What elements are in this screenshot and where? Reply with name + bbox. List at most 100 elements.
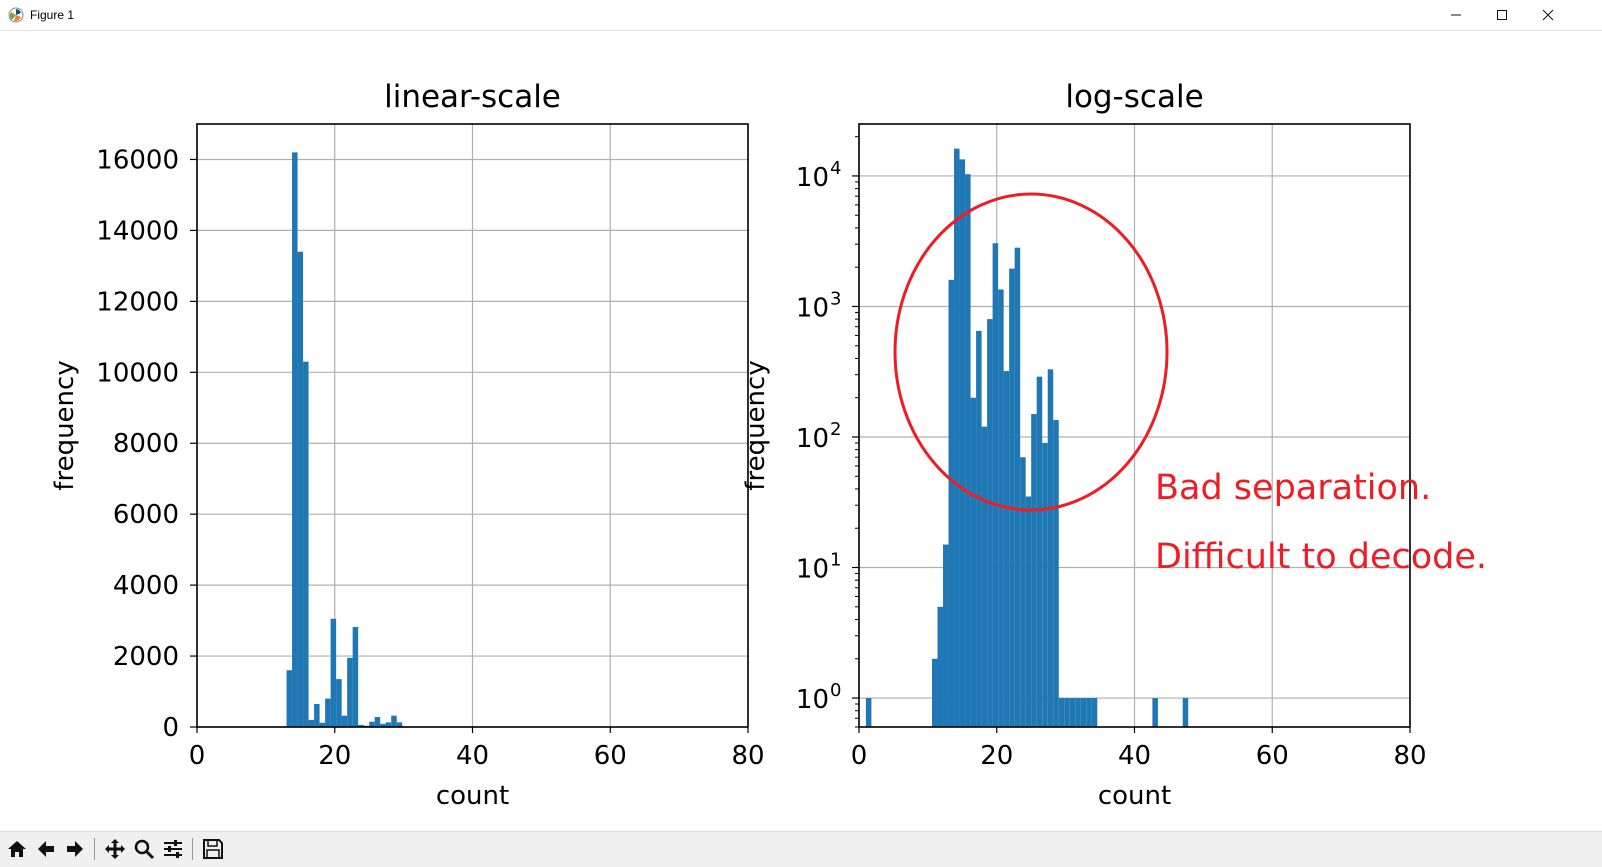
annotation-text-line1: Bad separation.	[1155, 468, 1431, 508]
histogram-bar	[303, 362, 309, 727]
matplotlib-logo-icon	[8, 7, 24, 23]
histogram-bar	[965, 174, 971, 727]
y-axis-label: frequency	[50, 360, 80, 490]
histogram-bar	[1015, 248, 1021, 727]
histogram-bar	[1053, 420, 1059, 727]
histogram-bar	[971, 398, 977, 727]
y-tick-label: 4000	[113, 571, 179, 601]
navigation-toolbar	[0, 831, 1602, 867]
histogram-bar	[325, 699, 331, 727]
window-titlebar: Figure 1	[0, 0, 1602, 31]
x-tick-label: 0	[851, 741, 868, 771]
histogram-bar	[993, 243, 999, 727]
minimize-button[interactable]	[1433, 0, 1479, 30]
zoom-button[interactable]	[131, 836, 157, 862]
histogram-bar	[287, 670, 293, 727]
x-tick-label: 60	[1256, 741, 1289, 771]
histogram-bar	[982, 427, 988, 727]
close-icon	[1542, 9, 1554, 21]
pan-move-icon	[104, 838, 126, 860]
histogram-bar	[949, 280, 955, 727]
histogram-bar	[1092, 698, 1098, 727]
histogram-bar	[1086, 698, 1092, 727]
y-tick-label: 10000	[96, 358, 179, 388]
y-tick-label: 2000	[113, 642, 179, 672]
sliders-icon	[162, 838, 184, 860]
histogram-bar	[347, 658, 353, 727]
pan-button[interactable]	[102, 836, 128, 862]
close-button[interactable]	[1525, 0, 1571, 30]
annotation-text-line2: Difficult to decode.	[1155, 537, 1487, 577]
histogram-bar	[1070, 698, 1076, 727]
histogram-bar	[943, 545, 949, 727]
toolbar-separator	[94, 838, 95, 860]
histogram-bar	[1075, 698, 1081, 727]
histogram-bar	[932, 659, 938, 727]
histogram-bar	[1064, 698, 1070, 727]
histogram-bar	[1020, 457, 1026, 727]
histogram-bar	[1004, 371, 1010, 727]
histogram-bar	[960, 159, 966, 727]
histogram-bar	[342, 716, 348, 727]
back-button[interactable]	[33, 836, 59, 862]
x-tick-label: 20	[318, 741, 351, 771]
y-tick-label: 12000	[96, 287, 179, 317]
histogram-bar	[938, 607, 944, 727]
histogram-bar	[1081, 698, 1087, 727]
histogram-bar	[1152, 698, 1158, 727]
histogram-bar	[1009, 269, 1015, 727]
histogram-bar	[298, 252, 304, 727]
y-tick-label-base: 10	[796, 293, 829, 323]
minimize-icon	[1450, 9, 1462, 21]
y-tick-label-base: 10	[796, 424, 829, 454]
maximize-button[interactable]	[1479, 0, 1525, 30]
home-icon	[6, 838, 28, 860]
maximize-icon	[1496, 9, 1508, 21]
zoom-magnifier-icon	[133, 838, 155, 860]
x-tick-label: 20	[980, 741, 1013, 771]
histogram-bar	[1031, 414, 1037, 727]
histogram-bar	[336, 679, 342, 727]
configure-subplots-button[interactable]	[160, 836, 186, 862]
y-tick-label-exponent: 2	[830, 419, 841, 440]
window-title: Figure 1	[30, 8, 74, 22]
histogram-bar	[1183, 698, 1189, 727]
annotation-ellipse	[895, 194, 1167, 510]
y-tick-label: 0	[162, 713, 179, 743]
home-button[interactable]	[4, 836, 30, 862]
histogram-bar	[1026, 497, 1032, 727]
y-tick-label: 6000	[113, 500, 179, 530]
histogram-bar	[353, 627, 359, 727]
histogram-bar	[314, 704, 320, 727]
histogram-bar	[976, 331, 982, 727]
forward-button[interactable]	[62, 836, 88, 862]
histogram-bar	[1037, 377, 1043, 727]
y-tick-label-exponent: 3	[830, 288, 841, 309]
y-tick-label-exponent: 4	[830, 158, 841, 179]
forward-arrow-icon	[64, 838, 86, 860]
x-tick-label: 40	[1118, 741, 1151, 771]
x-tick-label: 80	[731, 741, 764, 771]
y-tick-label-exponent: 0	[830, 680, 841, 701]
x-tick-label: 80	[1393, 741, 1426, 771]
save-button[interactable]	[200, 836, 226, 862]
x-axis-label: count	[1098, 781, 1171, 811]
y-tick-label: 16000	[96, 145, 179, 175]
save-floppy-icon	[202, 838, 224, 860]
y-tick-label: 14000	[96, 216, 179, 246]
x-tick-label: 60	[594, 741, 627, 771]
histogram-bar	[375, 717, 381, 727]
toolbar-separator	[192, 838, 193, 860]
chart-title: linear-scale	[384, 79, 561, 115]
x-axis-label: count	[436, 781, 509, 811]
back-arrow-icon	[35, 838, 57, 860]
histogram-bar	[391, 716, 397, 727]
histogram-bar	[954, 149, 960, 727]
x-tick-label: 0	[189, 741, 206, 771]
histogram-bar	[998, 289, 1004, 727]
x-tick-label: 40	[456, 741, 489, 771]
histogram-bar	[1059, 698, 1065, 727]
histogram-bar	[866, 698, 872, 727]
